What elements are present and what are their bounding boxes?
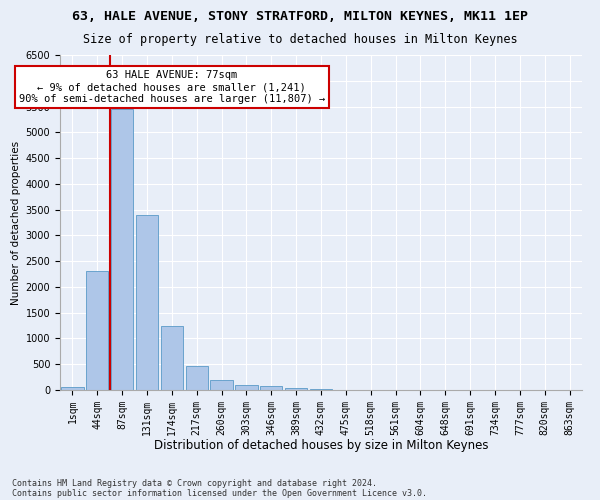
Text: Contains public sector information licensed under the Open Government Licence v3: Contains public sector information licen… (12, 488, 427, 498)
Text: Size of property relative to detached houses in Milton Keynes: Size of property relative to detached ho… (83, 32, 517, 46)
Bar (111, 109, 133, 390)
Bar (235, 385, 257, 390)
Bar (185, 366, 208, 390)
Y-axis label: Number of detached properties: Number of detached properties (11, 140, 22, 304)
Bar (285, 388, 307, 390)
X-axis label: Distribution of detached houses by size in Milton Keynes: Distribution of detached houses by size … (154, 439, 488, 452)
Text: Contains HM Land Registry data © Crown copyright and database right 2024.: Contains HM Land Registry data © Crown c… (12, 478, 377, 488)
Bar (211, 380, 233, 390)
Bar (136, 215, 158, 390)
Text: 63 HALE AVENUE: 77sqm
← 9% of detached houses are smaller (1,241)
90% of semi-de: 63 HALE AVENUE: 77sqm ← 9% of detached h… (19, 70, 325, 104)
Text: 63, HALE AVENUE, STONY STRATFORD, MILTON KEYNES, MK11 1EP: 63, HALE AVENUE, STONY STRATFORD, MILTON… (72, 10, 528, 23)
Bar (61, 388, 83, 390)
Bar (260, 386, 283, 390)
Bar (161, 326, 183, 390)
Bar (86, 272, 109, 390)
